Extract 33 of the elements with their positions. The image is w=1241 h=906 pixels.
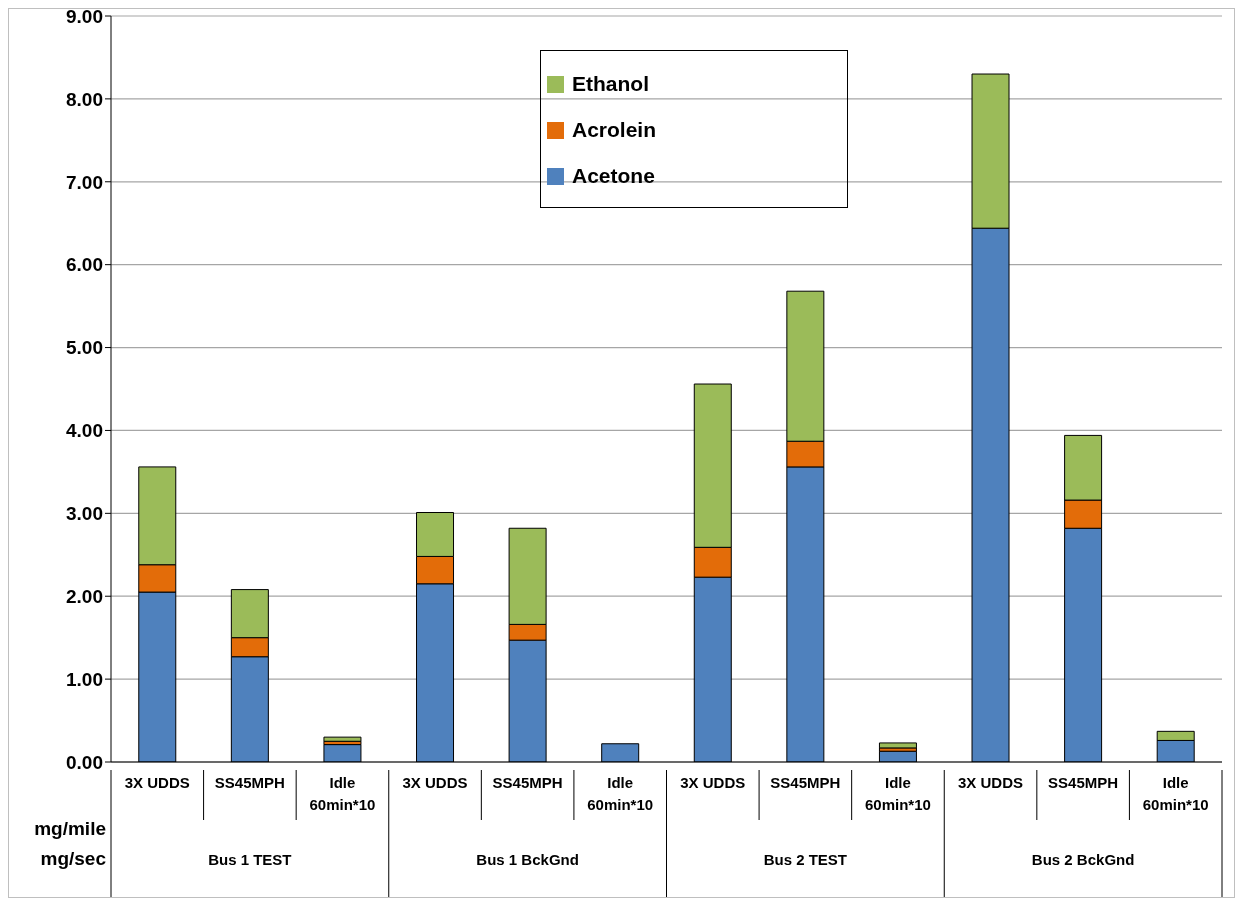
x-tick-label: 3X UDDS bbox=[680, 774, 746, 791]
x-tick-label: SS45MPH bbox=[214, 774, 285, 791]
x-tick-label: SS45MPH bbox=[1048, 774, 1119, 791]
text: Bus 1 TEST bbox=[208, 851, 292, 868]
legend-label: Acrolein bbox=[572, 118, 657, 142]
bar bbox=[323, 736, 362, 742]
y-tick-label: 1.00 bbox=[66, 668, 103, 690]
text: Bus 2 TEST bbox=[763, 851, 848, 868]
text: Bus 1 BckGnd bbox=[476, 851, 579, 868]
x-tick-label: SS45MPH bbox=[770, 774, 841, 791]
x-tick-label: Idle 60min*10 bbox=[587, 774, 654, 813]
x-tick-label: Idle 60min*10 bbox=[865, 774, 931, 813]
text: mg/sec bbox=[40, 848, 107, 869]
x-tick-label: 3X UDDS bbox=[402, 774, 468, 791]
text: Bus 2 BckGnd bbox=[1031, 851, 1135, 868]
x-tick-label: 3X UDDS bbox=[124, 774, 190, 791]
x-tick-label: SS45MPH bbox=[492, 774, 563, 791]
legend-label: Ethanol bbox=[572, 72, 649, 96]
y-tick-label: 7.00 bbox=[66, 171, 103, 193]
x-tick-label: Idle 60min*10 bbox=[1142, 774, 1209, 813]
x-tick-label: 3X UDDS bbox=[958, 774, 1024, 791]
y-tick-label: 8.00 bbox=[66, 88, 103, 110]
bar bbox=[878, 742, 917, 749]
y-tick-label: 4.00 bbox=[66, 420, 103, 442]
y-tick-label: 2.00 bbox=[66, 585, 103, 607]
legend-label: Acetone bbox=[572, 164, 655, 188]
x-tick-label: Idle 60min*10 bbox=[309, 774, 376, 813]
y-tick-label: 0.00 bbox=[66, 751, 103, 773]
y-tick-label: 3.00 bbox=[66, 503, 103, 525]
y-tick-label: 6.00 bbox=[66, 254, 103, 276]
y-tick-label: 5.00 bbox=[66, 337, 103, 359]
text: mg/mile bbox=[34, 818, 106, 839]
y-tick-label: 9.00 bbox=[66, 5, 103, 27]
